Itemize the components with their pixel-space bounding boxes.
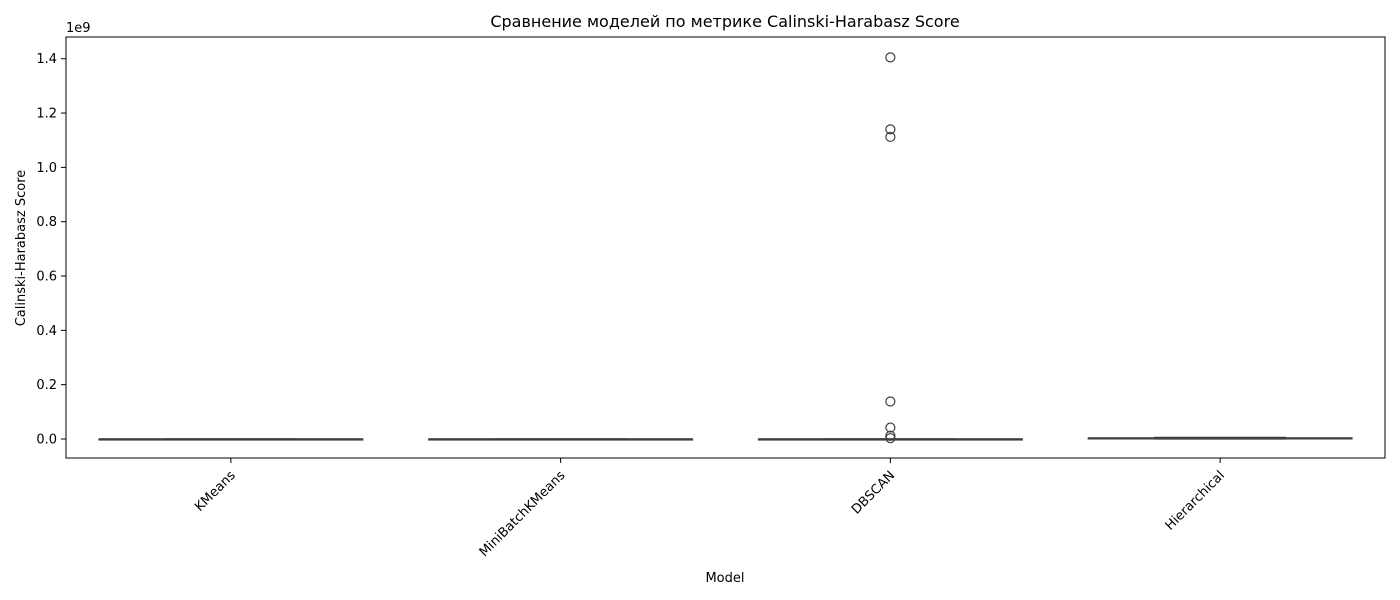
outlier-point xyxy=(885,124,896,135)
plot-frame xyxy=(65,36,1386,459)
outlier-point xyxy=(885,430,896,441)
x-axis-title: Model xyxy=(705,571,744,586)
y-offset-label: 1e9 xyxy=(66,21,91,36)
y-tick-label: 0.0 xyxy=(36,432,57,447)
outlier-point xyxy=(885,52,896,63)
y-tick-label: 1.0 xyxy=(36,161,57,176)
x-tick-label: MiniBatchKMeans xyxy=(477,468,569,560)
plot-area xyxy=(98,52,1353,444)
box-group xyxy=(428,438,694,441)
x-tick-label: Hierarchical xyxy=(1163,468,1228,533)
box-group xyxy=(98,438,364,441)
outlier-point xyxy=(885,433,896,444)
chart-title: Сравнение моделей по метрике Calinski-Ha… xyxy=(490,12,959,31)
y-axis: 0.0 0.2 0.4 0.6 0.8 1.0 1.2 1.4 xyxy=(36,52,66,447)
outlier-point xyxy=(885,422,896,433)
outlier-point xyxy=(885,131,896,143)
y-tick-label: 0.8 xyxy=(36,215,57,230)
y-axis-title: Calinski-Harabasz Score xyxy=(14,170,29,327)
outlier-point xyxy=(885,396,896,407)
x-tick-label: KMeans xyxy=(192,468,239,515)
box-group xyxy=(757,52,1023,444)
y-tick-label: 0.4 xyxy=(36,324,57,339)
y-tick-label: 0.6 xyxy=(36,270,57,285)
x-axis: KMeans MiniBatchKMeans DBSCAN Hierarchical xyxy=(192,458,1228,560)
box-group xyxy=(1087,436,1353,440)
y-tick-label: 1.4 xyxy=(36,52,57,67)
y-tick-label: 0.2 xyxy=(36,378,57,393)
x-tick-label: DBSCAN xyxy=(849,468,898,517)
y-tick-label: 1.2 xyxy=(36,107,57,122)
